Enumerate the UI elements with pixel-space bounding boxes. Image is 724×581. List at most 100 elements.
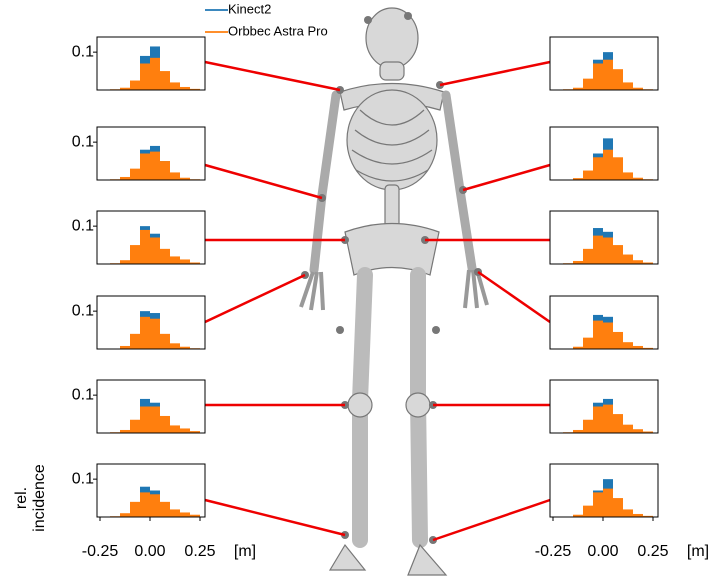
histogram-bar: [170, 256, 180, 264]
histogram-bar: [593, 492, 603, 517]
histogram-bar: [573, 178, 583, 180]
y-tick-label: 0.1: [72, 43, 94, 60]
histogram-bar: [150, 494, 160, 517]
histogram-bar: [633, 177, 643, 180]
plot-frame: [549, 295, 659, 350]
histogram-bar: [583, 505, 593, 517]
histogram-bar: [190, 262, 200, 264]
histogram-bar: [170, 82, 180, 90]
histogram-bar: [613, 331, 623, 349]
histogram-bar: [150, 151, 160, 180]
histogram-bar: [190, 88, 200, 90]
histogram-bar: [573, 346, 583, 349]
histogram-bar: [160, 333, 170, 349]
histogram-bar: [633, 87, 643, 90]
histogram-bar: [170, 425, 180, 433]
histogram-bar: [583, 78, 593, 90]
histogram-bar: [130, 168, 140, 180]
histogram-bar: [623, 342, 633, 349]
histogram-bar: [160, 71, 170, 90]
y-tick-label: 0.1: [72, 133, 94, 150]
histogram-bar: [160, 161, 170, 180]
histogram-bar: [583, 170, 593, 180]
histogram-bar: [583, 419, 593, 433]
histogram-bar: [623, 509, 633, 517]
x-tick-label: 0.25: [637, 543, 668, 560]
histogram-bar: [140, 316, 150, 349]
histogram-bar: [120, 513, 130, 517]
histogram-bar: [623, 424, 633, 433]
histogram-bar: [130, 419, 140, 433]
histogram-bar: [140, 229, 150, 264]
histogram-bar: [130, 333, 140, 349]
histogram-bar: [613, 157, 623, 180]
histogram-bar: [623, 254, 633, 264]
histogram-bar: [643, 262, 653, 264]
plot-frame: [549, 36, 659, 91]
histogram-bar: [603, 59, 613, 90]
histogram-bar: [593, 235, 603, 264]
histogram-bar: [120, 87, 130, 90]
histogram-bar: [180, 346, 190, 349]
histogram-bar: [140, 406, 150, 433]
histogram-bar: [643, 515, 653, 517]
histogram-bar: [633, 260, 643, 264]
histogram-bar: [633, 345, 643, 349]
plot-frame: [96, 36, 206, 91]
histogram-bar: [573, 87, 583, 90]
x-tick-label: 0.25: [184, 543, 215, 560]
histogram-bar: [180, 86, 190, 90]
histogram-bar: [160, 248, 170, 264]
histogram-bar: [593, 63, 603, 90]
plot-frame: [549, 126, 659, 181]
histogram-bar: [180, 428, 190, 433]
legend-label: Orbbec Astra Pro: [228, 23, 328, 38]
histogram-bar: [180, 177, 190, 180]
histogram-bar: [150, 237, 160, 264]
histogram-bar: [140, 153, 150, 180]
histogram-bar: [613, 245, 623, 264]
histogram-bar: [160, 415, 170, 433]
x-tick-label: 0.00: [134, 543, 165, 560]
histogram-bar: [613, 69, 623, 90]
histogram-bar: [583, 337, 593, 349]
histogram-bar: [130, 80, 140, 90]
y-tick-label: 0.1: [72, 302, 94, 319]
histogram-bar: [170, 509, 180, 517]
histogram-bar: [643, 431, 653, 433]
histogram-bar: [583, 248, 593, 264]
skeleton: [299, 7, 489, 576]
histogram-bar: [573, 514, 583, 517]
histogram-bar: [120, 429, 130, 433]
histogram-bar: [603, 404, 613, 433]
y-axis-label: rel. incidence: [13, 464, 48, 532]
plot-frame: [96, 126, 206, 181]
histogram-bar: [120, 260, 130, 264]
plot-frame: [96, 210, 206, 265]
histogram-bar: [613, 414, 623, 433]
histogram-bar: [593, 320, 603, 349]
x-axis-label: [m]: [687, 543, 709, 560]
histogram-bar: [573, 429, 583, 433]
plot-frame: [549, 379, 659, 434]
histogram-bar: [623, 172, 633, 180]
plot-frame: [96, 295, 206, 350]
histogram-bar: [603, 322, 613, 349]
histogram-bar: [150, 318, 160, 349]
histogram-bar: [130, 245, 140, 264]
legend-label: Kinect2: [228, 1, 271, 16]
histogram-bar: [160, 501, 170, 517]
histogram-bar: [180, 512, 190, 517]
x-tick-label: 0.00: [587, 543, 618, 560]
histogram-bar: [633, 513, 643, 517]
histogram-bar: [150, 57, 160, 90]
histogram-bar: [603, 237, 613, 264]
x-tick-label: -0.25: [82, 543, 119, 560]
histogram-bar: [573, 260, 583, 264]
histogram-bar: [120, 176, 130, 180]
histogram-bar: [180, 259, 190, 264]
histogram-bar: [140, 492, 150, 517]
plot-frame: [96, 379, 206, 434]
